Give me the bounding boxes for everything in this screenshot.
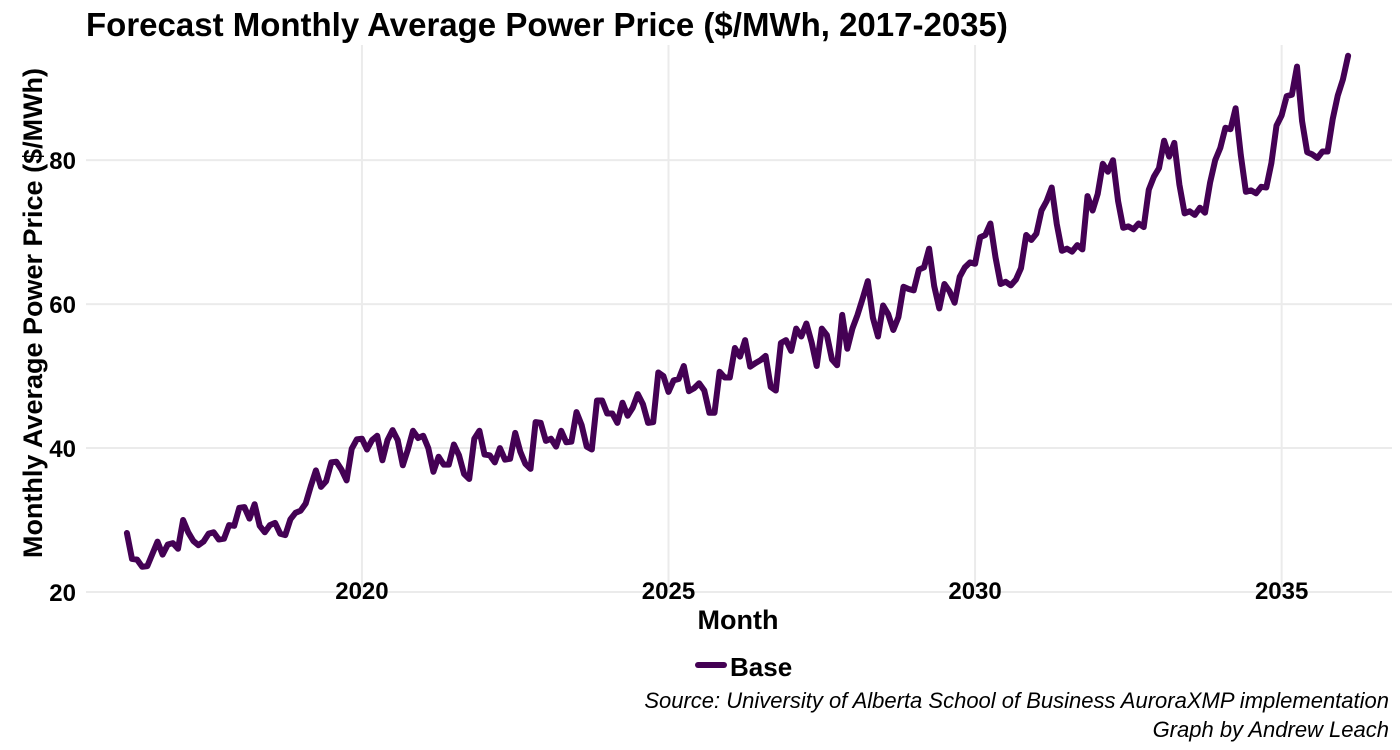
y-tick-label: 20 <box>49 580 76 607</box>
x-tick-label: 2035 <box>1255 578 1308 605</box>
x-axis-title: Month <box>698 605 779 635</box>
x-tick-label: 2020 <box>335 578 388 605</box>
y-axis-title: Monthly Average Power Price ($/MWh) <box>18 68 48 558</box>
x-tick-label: 2030 <box>948 578 1001 605</box>
chart-title: Forecast Monthly Average Power Price ($/… <box>86 6 1008 43</box>
y-tick-label: 40 <box>49 436 76 463</box>
y-tick-label: 80 <box>49 148 76 175</box>
gridlines <box>86 45 1392 593</box>
series-line-base <box>123 52 1352 570</box>
source-caption: Source: University of Alberta School of … <box>644 688 1389 713</box>
x-tick-label: 2025 <box>642 578 695 605</box>
legend-label-base: Base <box>730 652 792 682</box>
y-axis-ticks: 20 40 60 80 <box>49 148 76 607</box>
x-axis-ticks: 2020 2025 2030 2035 <box>335 578 1308 605</box>
author-caption: Graph by Andrew Leach <box>1153 717 1389 742</box>
legend: Base <box>695 652 792 682</box>
y-tick-label: 60 <box>49 292 76 319</box>
